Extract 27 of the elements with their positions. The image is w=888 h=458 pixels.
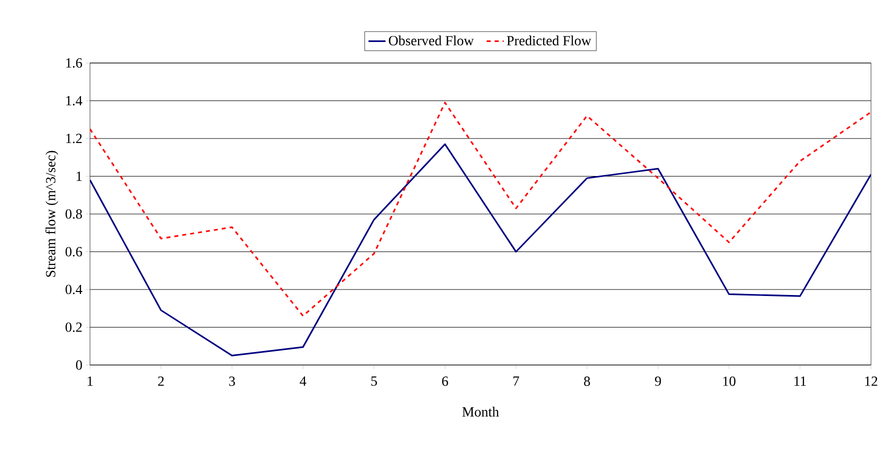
x-tick-label: 8	[584, 376, 590, 386]
y-tick-label: 0.6	[66, 247, 82, 256]
y-tick-label: 1.6	[66, 58, 82, 68]
x-tick-label: 4	[300, 376, 306, 386]
y-tick-label: 1	[76, 172, 82, 181]
x-tick-label: 7	[513, 376, 520, 386]
y-tick-label: 0	[76, 360, 82, 370]
x-tick-label: 6	[442, 376, 448, 386]
x-tick-label: 10	[723, 376, 736, 386]
y-tick-label: 0.4	[66, 284, 82, 294]
x-tick-label: 5	[371, 376, 377, 386]
x-tick-label: 11	[794, 376, 806, 386]
x-tick-label: 1	[88, 376, 93, 386]
y-tick-label: 0.2	[66, 322, 82, 332]
x-tick-label: 9	[654, 376, 661, 386]
line-series	[90, 143, 872, 356]
y-tick-label: 1.2	[66, 134, 82, 144]
legend-label: Predicted Flow	[506, 36, 592, 46]
y-tick-label: 1.4	[66, 96, 82, 106]
x-axis-title: Month	[462, 406, 499, 417]
y-axis-title: Stream flow (m^3/sec)	[45, 150, 58, 277]
line-series	[90, 102, 872, 317]
x-tick-label: 3	[229, 376, 235, 386]
x-tick-label: 2	[158, 376, 164, 386]
legend-label: Observed Flow	[388, 36, 474, 46]
y-tick-label: 0.8	[66, 209, 82, 219]
x-tick-label: 12	[865, 376, 878, 386]
